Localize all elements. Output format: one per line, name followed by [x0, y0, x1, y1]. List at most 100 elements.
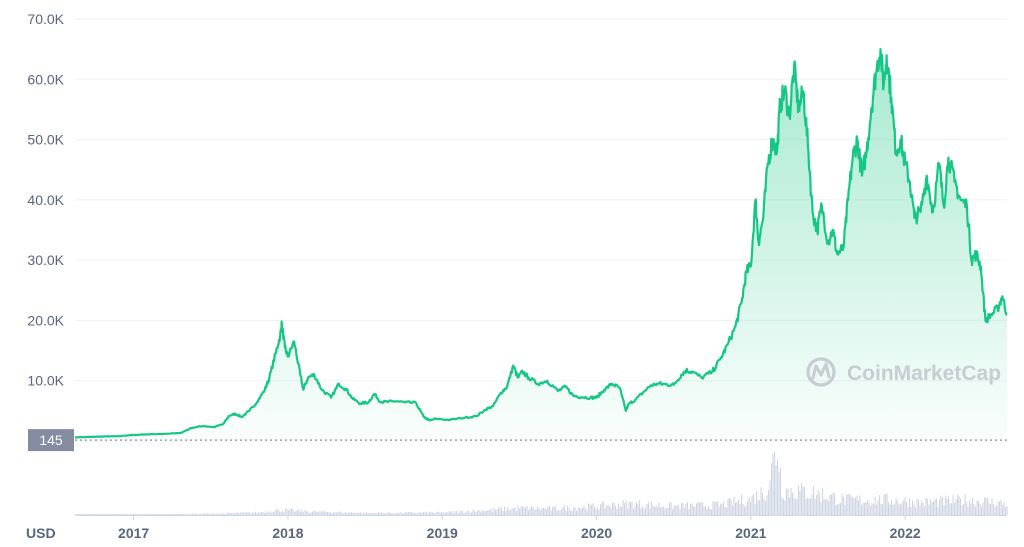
volume-bar — [340, 511, 342, 515]
volume-bar — [717, 501, 719, 515]
volume-bar — [840, 503, 842, 515]
volume-bar — [144, 514, 146, 515]
volume-bar — [483, 511, 485, 515]
volume-bar — [993, 504, 995, 515]
volume-bar — [169, 514, 171, 515]
volume-bar — [904, 497, 906, 515]
volume-bar — [177, 514, 179, 515]
volume-bar — [472, 509, 474, 515]
volume-bar — [913, 504, 915, 515]
volume-bar — [541, 507, 543, 515]
volume-bar — [982, 502, 984, 515]
volume-bar — [750, 501, 752, 515]
volume-bar — [649, 508, 651, 515]
volume-bar — [589, 504, 591, 515]
volume-bar — [249, 512, 251, 515]
volume-bar — [964, 494, 966, 515]
volume-bar — [808, 498, 810, 515]
volume-bar — [499, 508, 501, 515]
volume-bar — [396, 512, 398, 515]
volume-bar — [250, 513, 252, 515]
volume-bar — [979, 503, 981, 515]
volume-bar — [474, 510, 476, 515]
volume-bar — [669, 502, 671, 515]
volume-bar — [105, 514, 107, 515]
volume-bar — [121, 514, 123, 515]
volume-bar — [604, 508, 606, 515]
volume-bar — [909, 498, 911, 515]
volume-bar — [744, 506, 746, 515]
volume-bar — [115, 514, 117, 515]
volume-bar — [870, 505, 872, 515]
volume-bar — [402, 513, 404, 515]
volume-bar — [162, 513, 164, 515]
volume-bar — [508, 509, 510, 515]
volume-bar — [864, 502, 866, 515]
volume-bar — [207, 513, 209, 515]
volume-bar — [345, 511, 347, 515]
volume-bar — [987, 498, 989, 515]
volume-bar — [367, 513, 369, 515]
volume-bar — [793, 497, 795, 515]
volume-bar — [286, 508, 288, 515]
x-tick-label: 2017 — [118, 525, 149, 541]
volume-bar — [655, 505, 657, 515]
volume-bar — [673, 505, 675, 515]
volume-bar — [754, 504, 756, 515]
volume-bar — [606, 505, 608, 515]
volume-bar — [711, 509, 713, 515]
volume-bar — [417, 513, 419, 515]
volume-bar — [850, 495, 852, 515]
volume-bar — [114, 514, 116, 515]
volume-bar — [712, 501, 714, 515]
volume-bar — [805, 498, 807, 515]
volume-bar — [580, 508, 582, 515]
volume-bar — [646, 503, 648, 515]
volume-bar — [837, 504, 839, 515]
volume-bar — [564, 505, 566, 515]
volume-bar — [255, 511, 257, 515]
volume-bar — [955, 498, 957, 515]
volume-bar — [430, 512, 432, 515]
volume-bar — [198, 514, 200, 515]
volume-bar — [573, 508, 575, 515]
volume-bar — [975, 506, 977, 515]
volume-bar — [435, 512, 437, 515]
volume-bar — [394, 513, 396, 515]
volume-bar — [289, 508, 291, 515]
volume-bar — [898, 504, 900, 515]
volume-bar — [364, 513, 366, 515]
volume-bar — [351, 512, 353, 515]
volume-bar — [460, 510, 462, 515]
volume-bar — [441, 512, 443, 515]
volume-bar — [583, 505, 585, 515]
volume-bar — [337, 511, 339, 515]
volume-bar — [571, 510, 573, 515]
volume-bar — [738, 499, 740, 515]
volume-bar — [189, 514, 191, 515]
watermark-text: CoinMarketCap — [847, 362, 1001, 385]
x-axis: 2017 2018 2019 2020 2021 2022 — [118, 515, 921, 541]
volume-bar — [763, 498, 765, 515]
volume-bar — [910, 506, 912, 515]
volume-bar — [903, 500, 905, 515]
volume-bar — [451, 510, 453, 515]
volume-bar — [390, 513, 392, 515]
volume-bar — [498, 507, 500, 515]
volume-bar — [409, 512, 411, 515]
volume-bar — [552, 506, 554, 515]
volume-bar — [193, 514, 195, 515]
volume-bar — [523, 506, 525, 515]
volume-bar — [213, 513, 215, 515]
volume-bar — [682, 503, 684, 515]
volume-bar — [747, 501, 749, 515]
volume-bar — [294, 511, 296, 515]
price-line-series[interactable] — [75, 48, 1008, 439]
volume-bar — [1003, 502, 1005, 515]
volume-bar — [526, 505, 528, 515]
volume-bar — [465, 512, 467, 515]
volume-bar — [502, 511, 504, 515]
volume-bar — [301, 509, 303, 515]
volume-bar — [520, 506, 522, 515]
